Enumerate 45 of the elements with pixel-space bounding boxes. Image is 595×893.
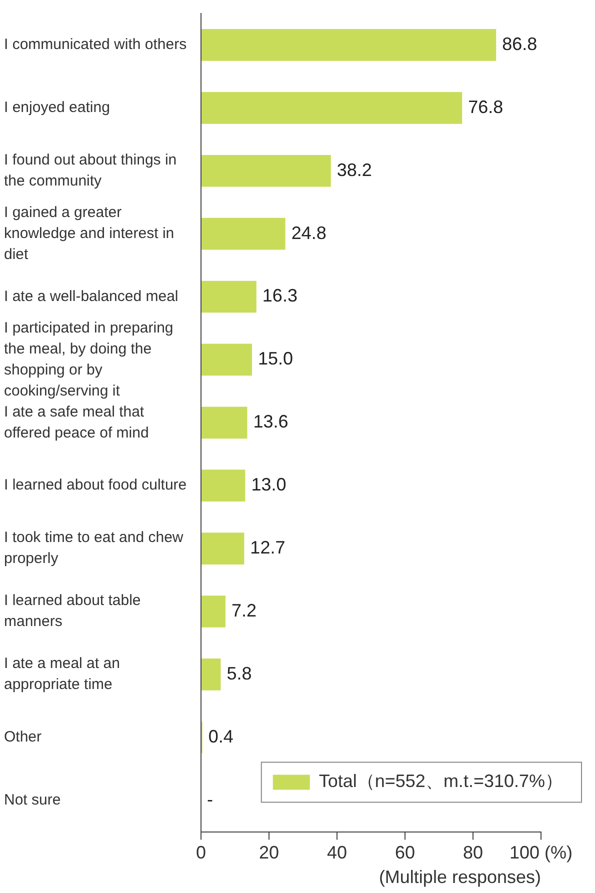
text: - (207, 789, 213, 810)
bar (202, 406, 248, 439)
x-tick-label: 100 (%) (509, 842, 573, 863)
bar (202, 596, 226, 628)
bar (202, 280, 256, 313)
y-tick-label: I found out about things in the community (4, 152, 177, 190)
y-tick-label: Other (4, 728, 42, 746)
y-tick-label: I gained a greater knowledge and interest in diet (4, 204, 174, 263)
bar (202, 658, 221, 690)
data-label: 38.2 (336, 160, 372, 180)
y-tick-label: I ate a well-balanced meal (4, 288, 178, 305)
data-label: 24.8 (291, 222, 326, 243)
y-tick-label: I learned about table manners (4, 592, 141, 630)
y-tick-label: I participated in preparing the meal, by doing the shopping or by cooking/serving it (4, 319, 174, 400)
data-label: 12.7 (250, 538, 286, 558)
data-label: 7.2 (231, 600, 257, 620)
y-tick-label: I took time to eat and chew properly (4, 529, 184, 568)
y-tick-label: I enjoyed eating (4, 99, 110, 116)
x-tick-label: 60 (394, 842, 416, 863)
data-label: 5.8 (226, 663, 252, 684)
legend-label: Total（n=552、m.t.=310.7%） (318, 770, 564, 791)
data-label: 13.6 (253, 412, 288, 432)
bar (202, 532, 244, 564)
bar (202, 470, 246, 502)
data-label: 76.8 (468, 96, 504, 117)
bar (202, 218, 286, 250)
data-label: 0.4 (208, 726, 234, 746)
data-label: 16.3 (262, 286, 298, 306)
data-label: 13.0 (251, 474, 286, 495)
bar (202, 92, 462, 124)
x-axis-title: (Multiple responses) (378, 867, 541, 888)
bar (202, 29, 496, 61)
x-tick-label: 0 (196, 842, 206, 863)
x-tick-label: 40 (326, 842, 348, 863)
y-tick-label: Not sure (4, 791, 61, 808)
y-tick-label: I ate a meal at an appropriate time (4, 655, 120, 694)
bar (202, 154, 331, 187)
y-tick-label: I ate a safe meal that offered peace of mind (4, 403, 149, 442)
data-label: 86.8 (502, 34, 538, 54)
bar (202, 344, 252, 376)
x-tick-label: 80 (462, 842, 484, 863)
data-label: 15.0 (258, 348, 294, 369)
x-tick-label: 20 (258, 842, 280, 863)
y-tick-label: I communicated with others (4, 36, 187, 54)
y-tick-label: I learned about food culture (4, 476, 187, 494)
